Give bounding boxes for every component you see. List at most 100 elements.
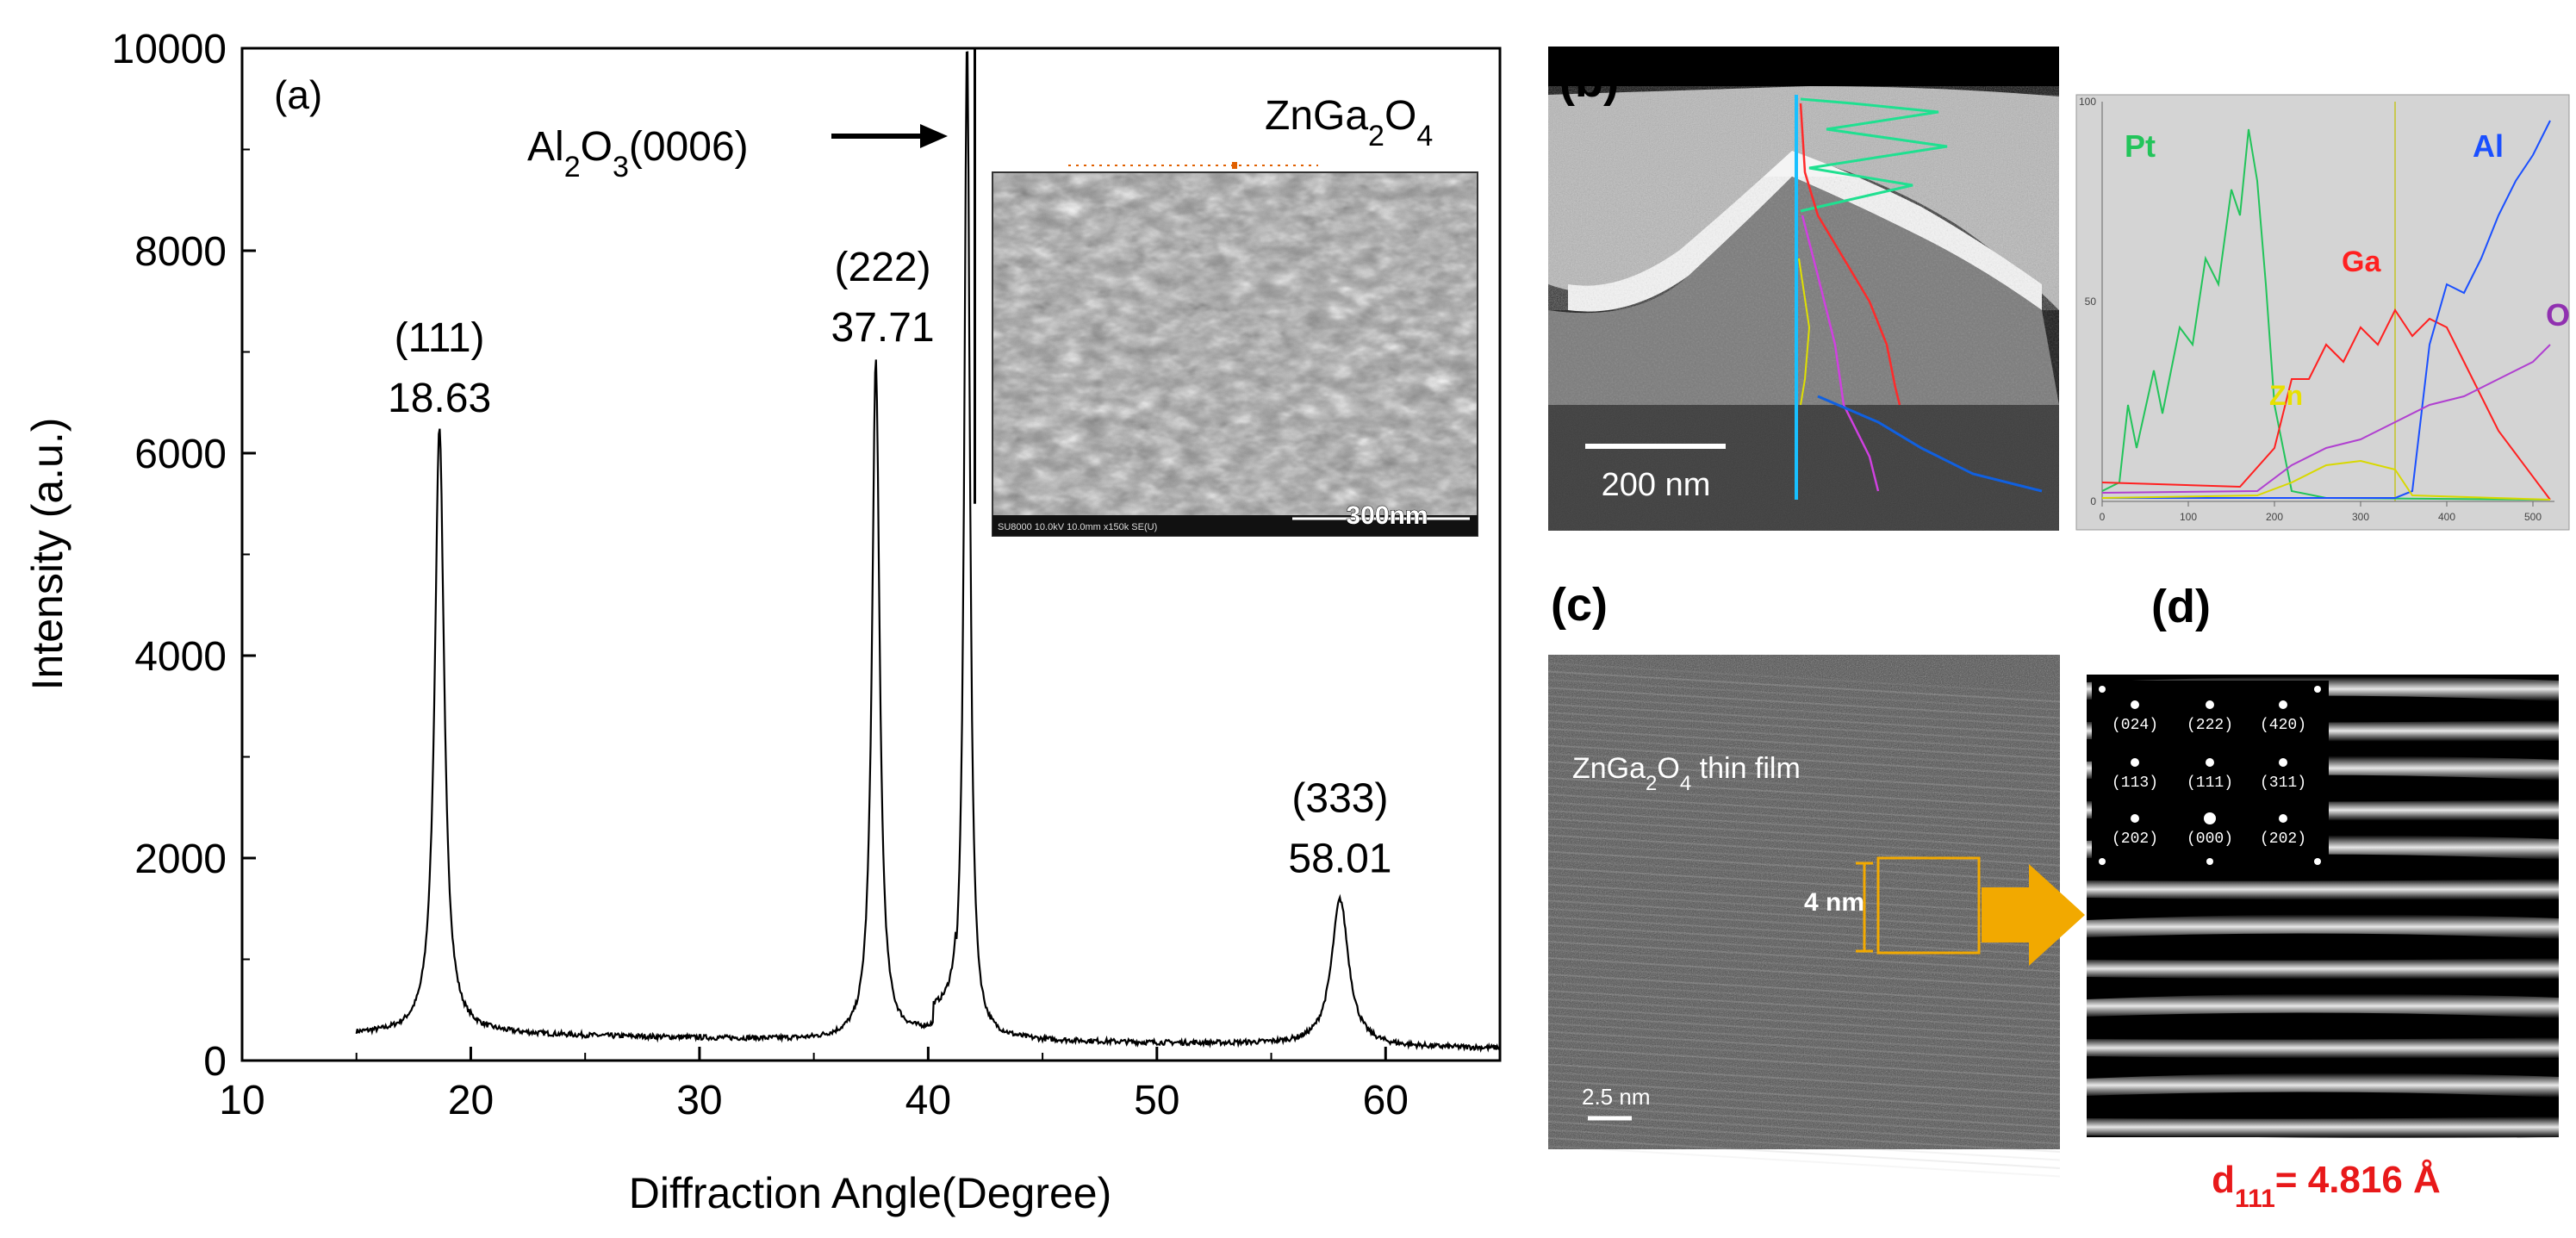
peak-angle-label: 18.63 bbox=[388, 376, 491, 421]
sad-spot-label: (000) bbox=[2187, 831, 2233, 848]
znga2o4-text-znga: ZnGa bbox=[1265, 93, 1368, 139]
lattice-fringe bbox=[1547, 761, 2061, 793]
x-tick-label: 40 bbox=[905, 1078, 951, 1123]
sad-edge-spot bbox=[2314, 858, 2321, 865]
panel-label-b: (b) bbox=[1559, 55, 1619, 107]
lattice-fringe bbox=[1547, 892, 2061, 924]
lattice-fringe bbox=[1547, 1096, 2061, 1129]
lattice-fringes bbox=[1547, 663, 2061, 1178]
sad-spot bbox=[2131, 814, 2139, 823]
lattice-fringe bbox=[1547, 1030, 2061, 1063]
lattice-fringe bbox=[1547, 793, 2061, 825]
sad-spot-label: (222) bbox=[2187, 717, 2233, 734]
eds-label-pt: Pt bbox=[2125, 128, 2156, 164]
fringe-band bbox=[2087, 958, 2559, 980]
lattice-fringe bbox=[1547, 1079, 2061, 1112]
eds-label-zn: Zn bbox=[2269, 380, 2303, 411]
lattice-fringe bbox=[1547, 1104, 2061, 1136]
lattice-fringe bbox=[1547, 1055, 2061, 1087]
sad-edge-spot bbox=[2099, 686, 2106, 693]
lattice-fringe bbox=[1547, 777, 2061, 809]
film-text-znga: ZnGa bbox=[1572, 752, 1646, 785]
lattice-fringe bbox=[1547, 744, 2061, 776]
sad-spot-label: (111) bbox=[2187, 775, 2233, 792]
b-scale-label: 200 nm bbox=[1602, 467, 1711, 503]
selection-box bbox=[1876, 856, 1981, 955]
sad-spot bbox=[2279, 758, 2287, 767]
lattice-fringe bbox=[1547, 703, 2061, 736]
zoom-arrow bbox=[1982, 864, 2085, 966]
lattice-fringe bbox=[1547, 1039, 2061, 1071]
eds-x-tick-label: 0 bbox=[2100, 511, 2106, 523]
peak-hkl-label: (333) bbox=[1291, 776, 1388, 822]
eds-x-tick-label: 400 bbox=[2438, 511, 2455, 523]
lattice-fringe bbox=[1547, 1088, 2061, 1120]
lattice-fringe bbox=[1547, 899, 2061, 932]
sad-edge-spot bbox=[2099, 858, 2106, 865]
lattice-fringe bbox=[1547, 687, 2061, 719]
sad-spots: (024) (222) (420) (113) (111) (311) (202) (000)… bbox=[2099, 686, 2321, 865]
znga2o4-sub-4: 4 bbox=[1416, 120, 1433, 152]
sad-spot-label: (420) bbox=[2260, 717, 2306, 734]
eds-label-al: Al bbox=[2473, 128, 2504, 164]
al2o3-text-al: Al bbox=[527, 124, 564, 170]
lattice-fringe bbox=[1547, 1145, 2061, 1178]
znga2o4-text-o: O bbox=[1384, 93, 1416, 139]
sad-spot-label: (311) bbox=[2260, 775, 2306, 792]
d-spacing-text-d: d bbox=[2212, 1159, 2235, 1201]
eds-x-tick-label: 100 bbox=[2180, 511, 2197, 523]
sad-spot bbox=[2206, 700, 2214, 709]
panel-label-d: (d) bbox=[2151, 581, 2211, 632]
y-tick-label: 6000 bbox=[134, 432, 227, 477]
sad-spot-label: (202) bbox=[2260, 831, 2306, 848]
fringe-band bbox=[2087, 879, 2559, 900]
lattice-fringe bbox=[1547, 826, 2061, 858]
peak-angle-label: 58.01 bbox=[1288, 837, 1391, 882]
sad-spot-label: (113) bbox=[2112, 775, 2158, 792]
lattice-fringe bbox=[1547, 916, 2061, 949]
panel-d-fringes: (d) (024) (222) (420)(113) (111) (311)(202)(… bbox=[2087, 581, 2559, 1213]
sad-spot-label: (024) bbox=[2112, 717, 2158, 734]
sad-spot bbox=[2206, 758, 2214, 767]
xrd-ticks: 10 20 30 40 50 60 0 2000 4000 6000 8000 10000 bbox=[112, 27, 1409, 1123]
eds-x-tick-label: 300 bbox=[2352, 511, 2369, 523]
lattice-fringe bbox=[1547, 834, 2061, 867]
lattice-fringe bbox=[1547, 818, 2061, 850]
sad-edge-spot bbox=[2206, 858, 2213, 865]
panel-b-tem: (b) 200 nm bbox=[1548, 47, 2059, 531]
eds-label-ga: Ga bbox=[2342, 246, 2381, 278]
film-text-rest: thin film bbox=[1691, 752, 1801, 785]
eds-x-tick-label: 200 bbox=[2266, 511, 2283, 523]
al2o3-label: Al2O3(0006) bbox=[527, 124, 749, 184]
y-axis-label: Intensity (a.u.) bbox=[23, 418, 72, 691]
lattice-fringe bbox=[1547, 867, 2061, 899]
lattice-fringe bbox=[1547, 752, 2061, 785]
c-scale-label: 2.5 nm bbox=[1582, 1084, 1651, 1110]
lattice-fringe bbox=[1547, 712, 2061, 743]
lattice-fringe bbox=[1547, 1072, 2061, 1104]
lattice-fringe bbox=[1547, 957, 2061, 989]
fringe-band bbox=[2087, 1117, 2559, 1138]
d-spacing-value: = 4.816 Å bbox=[2275, 1159, 2441, 1201]
d-spacing-label: d111= 4.816 Å bbox=[2212, 1159, 2441, 1213]
sem-inset: SU8000 10.0kV 10.0mm x150k SE(U) 300nm bbox=[992, 162, 1478, 537]
x-tick-label: 20 bbox=[448, 1078, 494, 1123]
lattice-fringe bbox=[1547, 1006, 2061, 1038]
film-text-o: O bbox=[1657, 752, 1679, 785]
al2o3-text-o: O bbox=[581, 124, 613, 170]
xrd-chart: 10 20 30 40 50 60 0 2000 4000 6000 8000 10000 (a) D… bbox=[23, 27, 1502, 1217]
al2o3-arrow-head bbox=[920, 124, 948, 148]
d-spacing-sub: 111 bbox=[2235, 1185, 2275, 1213]
lattice-fringe bbox=[1547, 785, 2061, 818]
lattice-fringe bbox=[1547, 736, 2061, 768]
sad-edge-spot bbox=[2314, 686, 2321, 693]
y-tick-label: 2000 bbox=[134, 837, 227, 882]
y-tick-label: 0 bbox=[203, 1039, 227, 1085]
lattice-fringe bbox=[1547, 932, 2061, 965]
lattice-fringe bbox=[1547, 965, 2061, 998]
xrd-pattern-line bbox=[355, 51, 1501, 1054]
lattice-fringe bbox=[1547, 801, 2061, 834]
lattice-fringe bbox=[1547, 663, 2061, 694]
lattice-fringe bbox=[1547, 719, 2061, 752]
